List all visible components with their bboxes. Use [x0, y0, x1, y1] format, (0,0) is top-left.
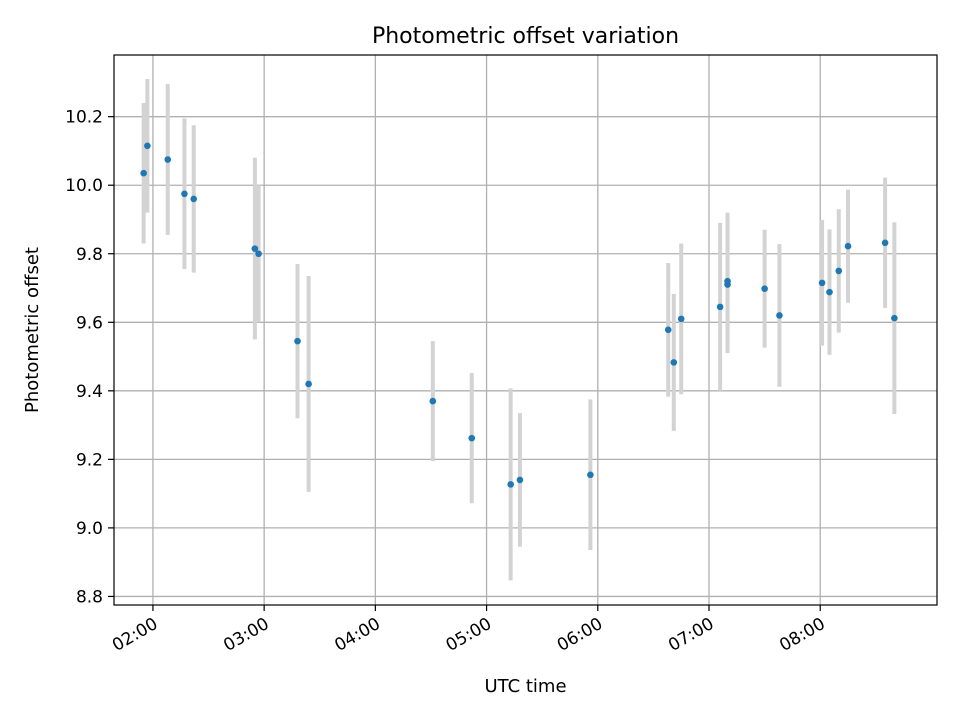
data-point — [835, 267, 843, 275]
data-point — [826, 288, 833, 296]
data-point — [429, 397, 437, 405]
y-tick-label: 9.4 — [76, 382, 103, 402]
y-tick-label: 9.8 — [76, 245, 103, 265]
data-point — [144, 142, 151, 150]
data-point — [724, 277, 731, 285]
y-tick-label: 9.6 — [76, 313, 103, 333]
data-point — [881, 239, 889, 247]
grid — [114, 55, 937, 605]
data-point — [761, 285, 768, 293]
data-point — [181, 190, 188, 198]
data-point — [670, 359, 678, 366]
data-point — [664, 326, 672, 334]
y-axis-label: Photometric offset — [22, 247, 43, 413]
data-point — [468, 434, 476, 442]
chart-title: Photometric offset variation — [372, 24, 679, 49]
y-tick-label: 10.2 — [65, 108, 103, 128]
data-point — [251, 245, 259, 252]
data-point — [255, 250, 262, 258]
plot-frame — [113, 54, 938, 606]
data-point — [164, 156, 172, 163]
data-point — [516, 476, 524, 484]
data-point — [716, 303, 724, 311]
y-tick-label: 9.0 — [76, 519, 103, 539]
y-axis-ticks: 8.8 9.0 9.2 9.4 9.6 9.8 10.0 10.2 — [65, 108, 114, 607]
y-tick-label: 9.2 — [76, 450, 103, 470]
data-point — [587, 471, 594, 479]
data-point — [507, 481, 514, 488]
data-point — [844, 242, 852, 250]
y-tick-label: 10.0 — [65, 176, 103, 196]
data-point — [818, 279, 826, 287]
x-axis-label: UTC time — [484, 676, 566, 697]
data-points — [140, 142, 898, 488]
data-point — [294, 337, 301, 345]
y-tick-label: 8.8 — [76, 587, 103, 607]
data-point — [891, 314, 898, 322]
data-point — [677, 315, 685, 323]
data-point — [305, 380, 312, 388]
data-point — [190, 195, 198, 203]
data-point — [140, 169, 147, 177]
data-point — [776, 312, 783, 319]
